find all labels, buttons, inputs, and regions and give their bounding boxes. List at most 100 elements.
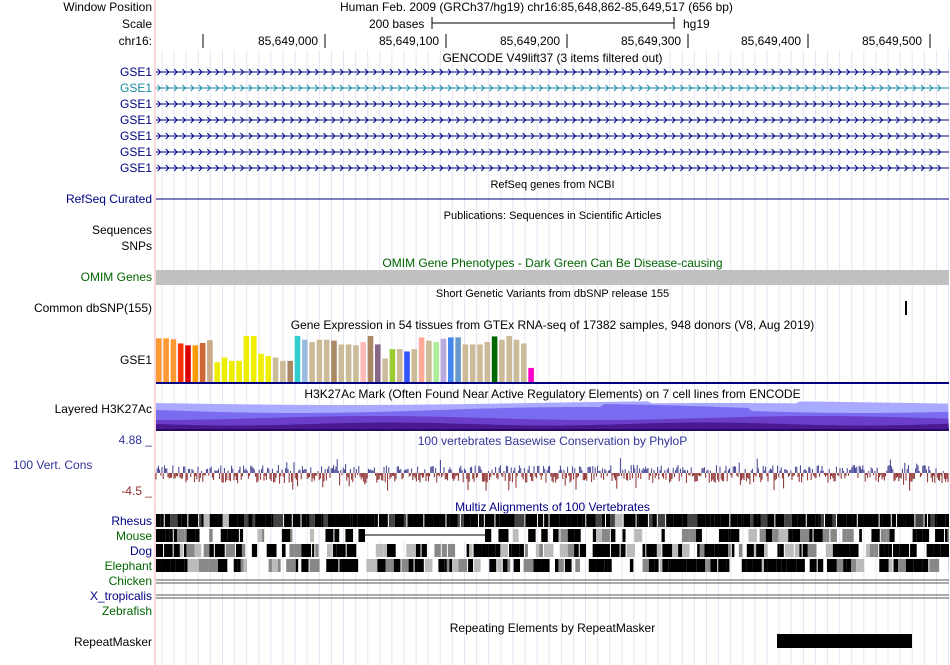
alignment-block — [891, 514, 897, 527]
alignment-block — [776, 559, 782, 572]
gtex-bar — [382, 358, 388, 382]
alignment-block — [326, 559, 335, 572]
alignment-block — [940, 544, 949, 557]
alignment-block — [888, 544, 892, 557]
gtex-track-title[interactable]: Gene Expression in 54 tissues from GTEx … — [290, 318, 815, 332]
alignment-block — [514, 514, 525, 527]
alignment-block — [592, 529, 597, 542]
omim-track-title[interactable]: OMIM Gene Phenotypes - Dark Green Can Be… — [382, 256, 723, 270]
alignment-block — [220, 529, 228, 542]
alignment-block — [696, 559, 705, 572]
phylop-label[interactable]: 100 Vert. Cons — [13, 458, 93, 472]
alignment-block — [934, 514, 937, 527]
alignment-block — [893, 559, 899, 572]
gtex-bar — [243, 335, 250, 382]
publications-label-sequences[interactable]: Sequences — [91, 223, 152, 237]
alignment-block — [632, 514, 636, 527]
alignment-block — [910, 544, 917, 557]
alignment-block — [375, 544, 384, 557]
alignment-block — [657, 514, 666, 527]
alignment-block — [933, 544, 941, 557]
ruler-tick-label: 85,649,300 — [621, 34, 682, 48]
h3k27ac-label[interactable]: Layered H3K27Ac — [54, 402, 152, 416]
publications-label-snps[interactable]: SNPs — [121, 239, 152, 253]
refseq-track-title[interactable]: RefSeq genes from NCBI — [490, 179, 615, 191]
alignment-block — [539, 544, 543, 557]
alignment-block — [577, 514, 583, 527]
gencode-item-label[interactable]: GSE1 — [119, 129, 152, 143]
repeatmasker-label[interactable]: RepeatMasker — [73, 635, 152, 649]
gencode-item-label[interactable]: GSE1 — [119, 97, 152, 111]
alignment-block — [414, 559, 418, 572]
alignment-block — [400, 514, 404, 527]
alignment-block — [268, 559, 273, 572]
alignment-block — [457, 514, 460, 527]
alignment-block — [692, 559, 697, 572]
gencode-track-title[interactable]: GENCODE V49lift37 (3 items filtered out) — [442, 51, 663, 65]
alignment-block — [642, 559, 649, 572]
alignment-block — [336, 544, 346, 557]
multiz-track-title[interactable]: Multiz Alignments of 100 Vertebrates — [455, 500, 650, 514]
multiz-species-zebrafish[interactable]: Zebrafish — [101, 604, 152, 618]
alignment-block — [309, 529, 315, 542]
alignment-block — [638, 514, 648, 527]
alignment-block — [720, 514, 730, 527]
gtex-bar — [156, 338, 162, 382]
gtex-bar — [360, 342, 366, 382]
phylop-track-title[interactable]: 100 vertebrates Basewise Conservation by… — [417, 434, 688, 448]
alignment-block — [164, 544, 173, 557]
multiz-species-chicken[interactable]: Chicken — [108, 574, 152, 588]
publications-track-title[interactable]: Publications: Sequences in Scientific Ar… — [443, 210, 662, 222]
alignment-block — [779, 544, 784, 557]
gencode-item-label[interactable]: GSE1 — [119, 145, 152, 159]
gencode-item-label[interactable]: GSE1 — [119, 161, 152, 175]
alignment-block — [765, 529, 773, 542]
alignment-block — [802, 544, 808, 557]
alignment-block — [673, 514, 683, 527]
alignment-block — [278, 559, 281, 572]
alignment-block — [784, 514, 792, 527]
alignment-block — [763, 559, 768, 572]
alignment-block — [728, 529, 731, 542]
alignment-block — [708, 544, 715, 557]
gencode-item-label[interactable]: GSE1 — [119, 65, 152, 79]
repeatmasker-track-title[interactable]: Repeating Elements by RepeatMasker — [449, 621, 656, 635]
gtex-label[interactable]: GSE1 — [119, 353, 152, 367]
alignment-block — [312, 544, 315, 557]
alignment-block — [856, 559, 865, 572]
refseq-label[interactable]: RefSeq Curated — [65, 192, 152, 206]
alignment-block — [388, 514, 395, 527]
alignment-block — [555, 559, 559, 572]
multiz-species-mouse[interactable]: Mouse — [115, 529, 152, 543]
alignment-block — [170, 514, 178, 527]
omim-label[interactable]: OMIM Genes — [80, 270, 152, 284]
gencode-item-label[interactable]: GSE1 — [119, 113, 152, 127]
h3k27ac-track-title[interactable]: H3K27Ac Mark (Often Found Near Active Re… — [304, 387, 801, 401]
multiz-species-elephant[interactable]: Elephant — [104, 559, 152, 573]
ruler-tick-label: 85,649,500 — [862, 34, 923, 48]
alignment-block — [622, 529, 626, 542]
alignment-block — [697, 544, 700, 557]
multiz-species-rhesus[interactable]: Rhesus — [111, 514, 152, 528]
alignment-block — [501, 529, 509, 542]
alignment-block — [156, 559, 162, 572]
alignment-block — [726, 559, 730, 572]
dbsnp-track-title[interactable]: Short Genetic Variants from dbSNP releas… — [435, 288, 670, 300]
alignment-block — [646, 544, 655, 557]
gencode-item-label[interactable]: GSE1 — [119, 81, 152, 95]
multiz-species-xtropicalis[interactable]: X_tropicalis — [89, 589, 152, 603]
alignment-block — [228, 514, 238, 527]
alignment-block — [654, 544, 657, 557]
alignment-block — [871, 529, 880, 542]
alignment-block — [241, 544, 246, 557]
dbsnp-label[interactable]: Common dbSNP(155) — [33, 301, 152, 315]
alignment-block — [559, 514, 568, 527]
alignment-block — [654, 559, 659, 572]
gtex-bar — [499, 339, 505, 382]
multiz-species-dog[interactable]: Dog — [129, 544, 152, 558]
alignment-block — [699, 544, 705, 557]
alignment-block — [809, 529, 813, 542]
alignment-block — [718, 544, 729, 557]
alignment-block — [169, 529, 173, 542]
